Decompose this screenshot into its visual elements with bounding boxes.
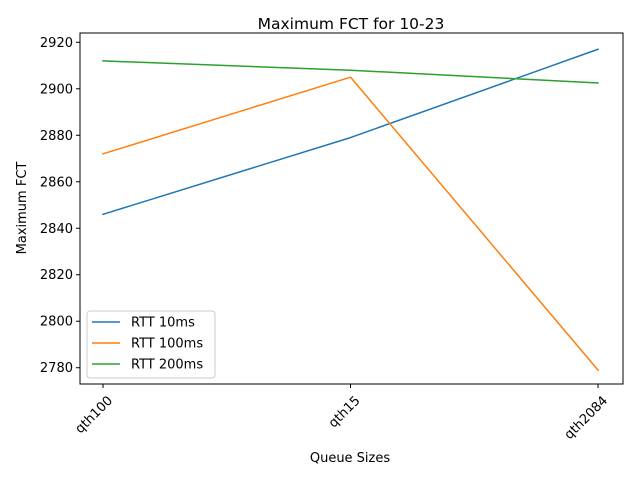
series-layer	[102, 48, 600, 372]
y-tick-label: 2920	[40, 36, 73, 51]
series-line-2	[102, 60, 599, 84]
y-tick-label: 2820	[40, 268, 73, 283]
chart-title: Maximum FCT for 10-23	[258, 15, 445, 33]
y-tick-label: 2900	[40, 82, 73, 97]
y-tick-label: 2860	[40, 175, 73, 190]
y-axis: 2780 2800 2820 2840 2860 2880 2900 2920	[40, 36, 80, 376]
legend-label-2: RTT 200ms	[131, 358, 203, 373]
series-line-1	[102, 76, 600, 372]
plot-frame	[79, 32, 624, 385]
legend-label-0: RTT 10ms	[131, 316, 195, 331]
legend-label-1: RTT 100ms	[131, 337, 203, 352]
y-tick-label: 2840	[40, 222, 73, 237]
y-tick-label: 2780	[40, 361, 73, 376]
y-tick-label: 2880	[40, 129, 73, 144]
x-axis-title: Queue Sizes	[310, 451, 391, 466]
legend-box	[86, 310, 216, 379]
y-axis-title: Maximum FCT	[15, 162, 30, 255]
legend: RTT 10ms RTT 100ms RTT 200ms	[86, 310, 216, 379]
y-tick-label: 2800	[40, 315, 73, 330]
